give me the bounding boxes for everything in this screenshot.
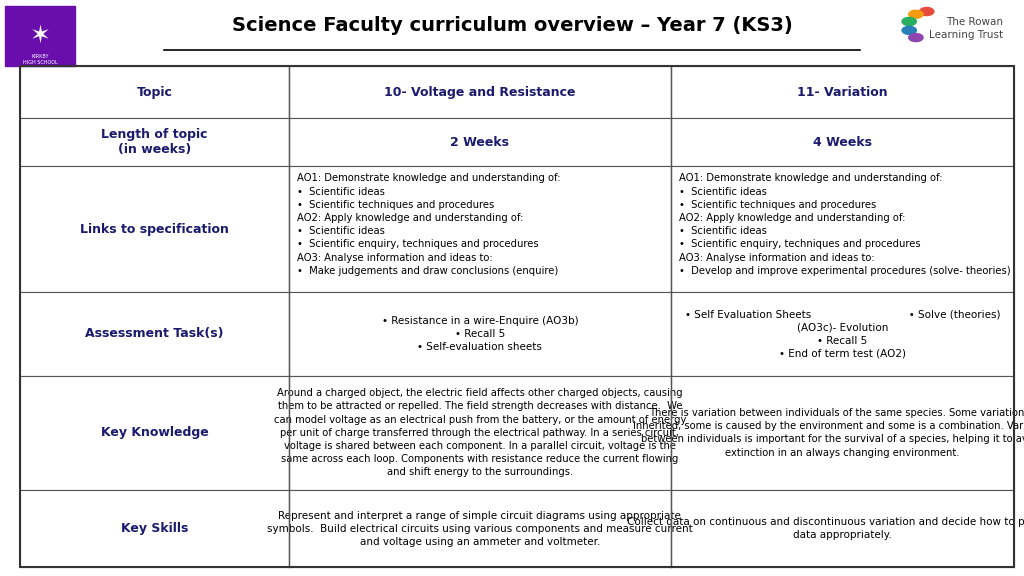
Text: • Self Evaluation Sheets                              • Solve (theories)
(AO3c)-: • Self Evaluation Sheets • Solve (theori… [685,309,1000,359]
Bar [20,66,1014,567]
Text: Links to specification: Links to specification [80,223,229,236]
Text: ✶: ✶ [30,24,50,48]
Text: 4 Weeks: 4 Weeks [813,135,871,149]
Bar [20,66,289,118]
Bar [671,118,1014,166]
Text: AO1: Demonstrate knowledge and understanding of:
•  Scientific ideas
•  Scientif: AO1: Demonstrate knowledge and understan… [297,173,560,276]
Bar [20,376,289,490]
Text: Topic: Topic [136,85,172,98]
Text: Assessment Task(s): Assessment Task(s) [85,328,224,340]
Text: Represent and interpret a range of simple circuit diagrams using appropriate
sym: Represent and interpret a range of simpl… [267,510,693,547]
Bar [671,166,1014,293]
Bar [20,490,289,567]
Bar [671,66,1014,118]
Text: Collect data on continuous and discontinuous variation and decide how to present: Collect data on continuous and discontin… [627,517,1024,540]
Bar [671,293,1014,376]
Text: AO1: Demonstrate knowledge and understanding of:
•  Scientific ideas
•  Scientif: AO1: Demonstrate knowledge and understan… [679,173,1011,276]
Bar [20,166,289,293]
Text: Key Knowledge: Key Knowledge [100,426,209,439]
Circle shape [908,10,923,18]
Bar [5,6,75,66]
Bar [289,166,671,293]
Circle shape [908,33,923,41]
Text: The Rowan
Learning Trust: The Rowan Learning Trust [930,17,1004,40]
Bar [289,376,671,490]
Text: KIRKBY
HIGH SCHOOL: KIRKBY HIGH SCHOOL [23,54,57,65]
Text: 11- Variation: 11- Variation [797,85,888,98]
Bar [671,376,1014,490]
Text: Science Faculty curriculum overview – Year 7 (KS3): Science Faculty curriculum overview – Ye… [231,17,793,35]
Bar [671,490,1014,567]
Bar [20,118,289,166]
Bar [289,118,671,166]
Text: Key Skills: Key Skills [121,522,188,535]
Bar [289,66,671,118]
Text: 2 Weeks: 2 Weeks [451,135,509,149]
Text: 10- Voltage and Resistance: 10- Voltage and Resistance [384,85,575,98]
Bar [289,293,671,376]
Text: Around a charged object, the electric field affects other charged objects, causi: Around a charged object, the electric fi… [273,388,686,478]
Text: Length of topic
(in weeks): Length of topic (in weeks) [101,128,208,156]
Bar [289,490,671,567]
Text: There is variation between individuals of the same species. Some variation is
in: There is variation between individuals o… [633,408,1024,457]
Text: • Resistance in a wire-Enquire (AO3b)
• Recall 5
• Self-evaluation sheets: • Resistance in a wire-Enquire (AO3b) • … [382,316,579,352]
Circle shape [920,7,934,16]
Circle shape [902,17,916,25]
Bar [20,293,289,376]
Circle shape [902,26,916,35]
